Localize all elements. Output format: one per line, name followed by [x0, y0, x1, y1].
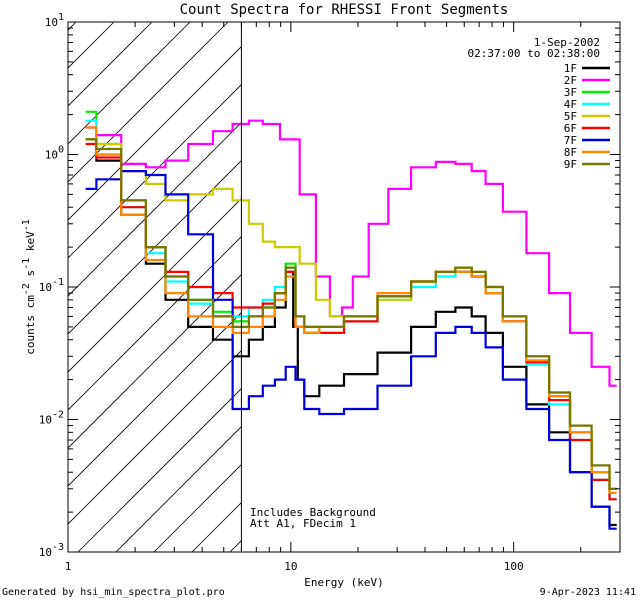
x-axis-label: Energy (keV) — [304, 576, 383, 589]
legend-label: 6F — [564, 122, 577, 135]
hatch-line — [77, 388, 242, 552]
y-label-base: counts cm — [24, 295, 37, 355]
hatch-line — [68, 160, 242, 335]
plot-frame — [67, 21, 621, 553]
hatch-line — [115, 426, 242, 552]
x-axis-ticks: 1 10 100 — [65, 22, 621, 573]
hatch-line — [68, 198, 242, 373]
y-axis-ticks: 10-3 10-2 10-1 100 101 — [39, 12, 620, 559]
y-axis-label: counts cm-2 s-1 keV-1 — [21, 219, 37, 355]
y-tick-label: 100 — [45, 145, 64, 162]
date-label: 1-Sep-2002 — [534, 36, 600, 49]
y-label-s: s — [24, 270, 37, 283]
annotation-background: Includes Background — [250, 506, 376, 519]
y-label-exp2: -1 — [21, 258, 32, 270]
hatch-line — [68, 312, 242, 487]
legend-label: 9F — [564, 158, 577, 171]
chart-title: Count Spectra for RHESSI Front Segments — [180, 2, 509, 18]
svg-text:counts cm-2 s-1 keV-1: counts cm-2 s-1 keV-1 — [21, 219, 37, 355]
x-tick-label: 1 — [65, 560, 72, 573]
hatch-line — [68, 22, 191, 145]
hatch-line — [68, 46, 242, 221]
hatch-line — [68, 274, 242, 449]
y-tick-label: 10-1 — [39, 277, 64, 294]
time-range-label: 02:37:00 to 02:38:00 — [468, 47, 600, 60]
legend-label: 5F — [564, 110, 577, 123]
x-tick-label: 10 — [284, 560, 297, 573]
y-label-exp3: -1 — [21, 219, 32, 231]
y-label-exp1: -2 — [21, 283, 32, 295]
hatch-line — [68, 350, 242, 525]
legend-label: 2F — [564, 74, 577, 87]
timestamp-label: 9-Apr-2023 11:41 — [540, 587, 636, 598]
series-9F — [85, 138, 617, 490]
x-tick-label: 100 — [504, 560, 524, 573]
legend-label: 4F — [564, 98, 577, 111]
hatch-line — [68, 22, 229, 183]
legend-label: 8F — [564, 146, 577, 159]
annotation-attenuator: Att A1, FDecim 1 — [250, 517, 356, 530]
series-7F — [85, 170, 617, 530]
y-tick-label: 10-3 — [39, 542, 64, 559]
y-label-kev: keV — [24, 231, 37, 258]
y-tick-label: 101 — [45, 12, 64, 29]
hatch-line — [0, 22, 38, 552]
legend-label: 1F — [564, 62, 577, 75]
legend-label: 3F — [564, 86, 577, 99]
series-layer — [85, 110, 617, 530]
legend-label: 7F — [564, 134, 577, 147]
series-2F — [85, 119, 617, 387]
hatched-region — [0, 22, 242, 552]
y-tick-label: 10-2 — [39, 410, 64, 427]
generated-by-label: Generated by hsi_min_spectra_plot.pro — [2, 587, 225, 598]
hatch-line — [68, 84, 242, 259]
